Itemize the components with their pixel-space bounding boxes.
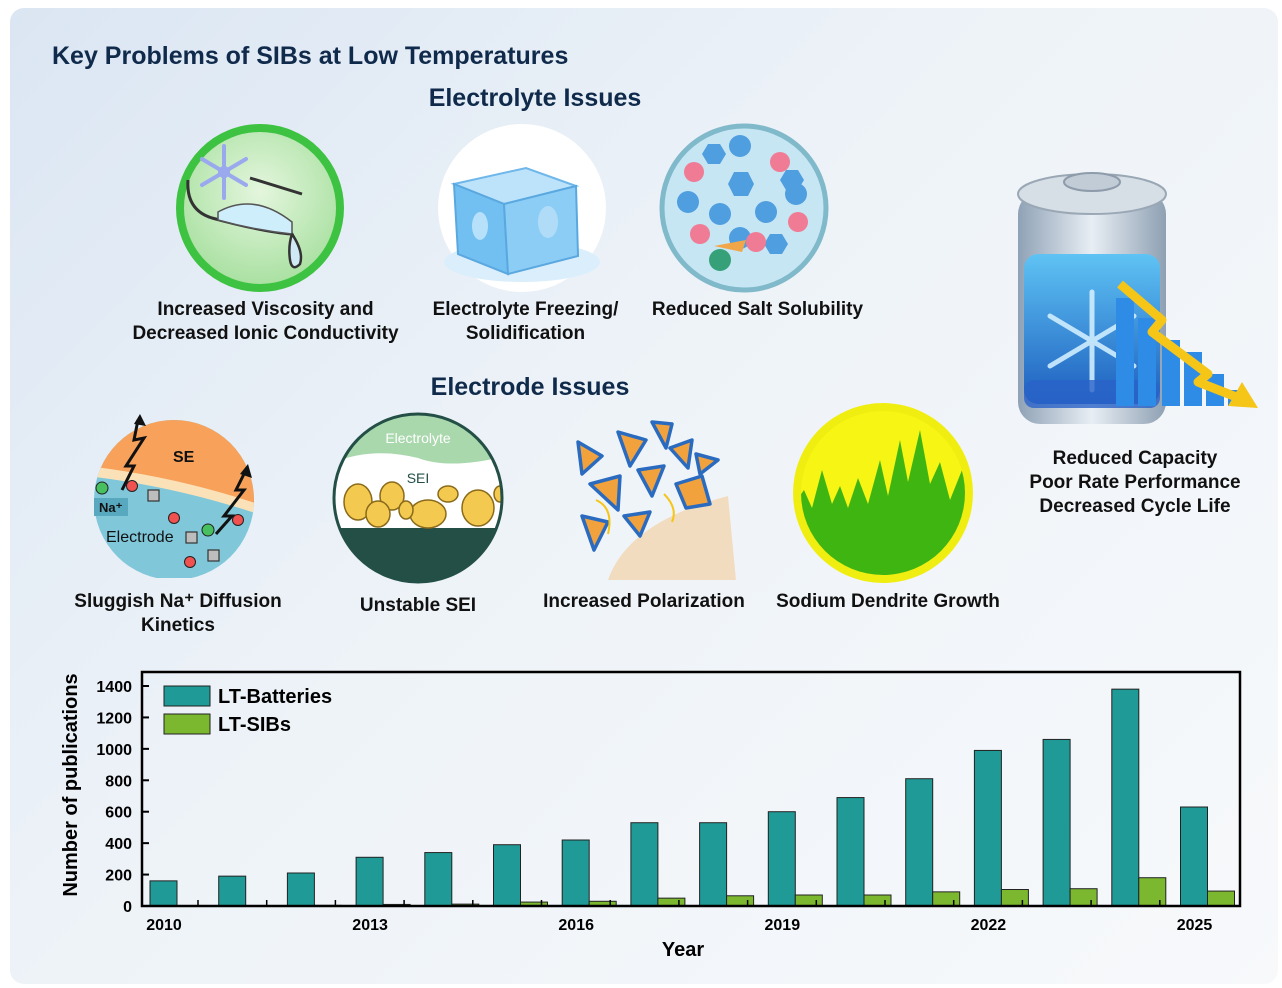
publications-bar-chart: 0 200 400 600 800 1000 1200 1400 2010 2013 2016 201… xyxy=(60,670,1242,961)
consequence-capacity: Reduced Capacity xyxy=(1052,448,1218,469)
bar-lt-batteries-2021 xyxy=(905,778,934,907)
solubility-label: Reduced Salt Solubility xyxy=(640,298,875,322)
y-tick-label-1400: 1400 xyxy=(96,679,132,696)
x-tick-label-2010: 2010 xyxy=(146,917,182,934)
bar-lt-batteries-2019 xyxy=(767,811,796,907)
freezing-label-line2: Solidification xyxy=(465,323,586,344)
y-tick-label-800: 800 xyxy=(105,773,132,790)
bar-lt-batteries-2018 xyxy=(699,822,728,907)
x-tick-label-2022: 2022 xyxy=(971,917,1007,934)
x-axis-label: Year xyxy=(662,939,704,961)
y-tick-label-0: 0 xyxy=(123,899,132,916)
bar-lt-batteries-2025 xyxy=(1180,806,1208,907)
viscosity-icon xyxy=(176,124,344,292)
figure-title: Key Problems of SIBs at Low Temperatures xyxy=(52,42,569,70)
bar-lt-sibs-2020 xyxy=(863,894,892,907)
bar-lt-sibs-2023 xyxy=(1069,888,1098,907)
bar-lt-batteries-2014 xyxy=(424,852,453,907)
electrolyte-layer-label: Electrolyte xyxy=(385,430,451,446)
sei-layer-label: SEI xyxy=(406,470,430,486)
bar-lt-batteries-2015 xyxy=(493,844,521,907)
x-tick-label-2013: 2013 xyxy=(352,917,388,934)
y-tick-label-200: 200 xyxy=(105,868,132,885)
diffusion-label: Sluggish Na⁺ Diffusion Kinetics xyxy=(60,590,296,638)
dendrite-label-line1: Sodium Dendrite Growth xyxy=(776,591,1000,612)
viscosity-label-line1: Increased Viscosity and xyxy=(157,299,374,320)
legend-swatch-lt-batteries xyxy=(163,685,211,707)
solubility-label-line1: Reduced Salt Solubility xyxy=(651,299,864,320)
polarization-label-line1: Increased Polarization xyxy=(543,591,745,612)
y-tick-label-1200: 1200 xyxy=(96,710,132,727)
ice-cube-icon xyxy=(438,124,606,292)
electrode-region-label: Electrode xyxy=(106,529,174,546)
bar-lt-batteries-2010 xyxy=(149,880,178,907)
freezing-label: Electrolyte Freezing/ Solidification xyxy=(418,298,633,346)
electrolyte-heading: Electrolyte Issues xyxy=(428,84,642,112)
legend-label-lt-sibs: LT-SIBs xyxy=(218,714,291,736)
freezing-label-line1: Electrolyte Freezing/ xyxy=(432,299,619,320)
legend-label-lt-batteries: LT-Batteries xyxy=(218,686,332,708)
plot-frame xyxy=(140,670,1242,908)
bar-lt-batteries-2020 xyxy=(836,797,865,907)
frozen-battery-icon xyxy=(1017,172,1258,424)
bar-lt-batteries-2017 xyxy=(630,822,659,907)
bar-lt-sibs-2019 xyxy=(794,894,823,907)
x-tick-label-2025: 2025 xyxy=(1177,917,1213,934)
x-tick-label-2016: 2016 xyxy=(558,917,594,934)
bar-lt-sibs-2021 xyxy=(932,891,961,907)
polarization-particles-icon xyxy=(576,420,736,580)
consequence-rate: Poor Rate Performance xyxy=(1029,472,1241,493)
bar-lt-batteries-2016 xyxy=(561,839,590,907)
diffusion-label-line1: Sluggish Na⁺ Diffusion xyxy=(74,591,282,612)
se-label: SE xyxy=(173,449,195,466)
y-tick-label-600: 600 xyxy=(105,805,132,822)
x-tick-label-2019: 2019 xyxy=(765,917,801,934)
bar-lt-batteries-2024 xyxy=(1111,688,1140,907)
viscosity-label-line2: Decreased Ionic Conductivity xyxy=(132,323,399,344)
bar-lt-batteries-2011 xyxy=(218,875,247,907)
consequences-label: Reduced Capacity Poor Rate Performance D… xyxy=(1010,447,1260,519)
diffusion-label-line2: Kinetics xyxy=(141,615,215,636)
salt-crystals-icon xyxy=(659,123,829,293)
legend-swatch-lt-sibs xyxy=(163,713,211,735)
bar-lt-batteries-2013 xyxy=(355,856,384,907)
y-tick-label-1000: 1000 xyxy=(96,742,132,759)
polarization-label: Increased Polarization xyxy=(530,590,758,614)
bar-lt-sibs-2025 xyxy=(1207,890,1235,907)
sei-label-line1: Unstable SEI xyxy=(359,595,477,616)
sei-label: Unstable SEI xyxy=(338,594,498,618)
bar-lt-sibs-2024 xyxy=(1138,877,1167,907)
viscosity-label: Increased Viscosity and Decreased Ionic … xyxy=(118,298,413,346)
consequence-cycle-life: Decreased Cycle Life xyxy=(1039,496,1231,517)
y-tick-label-400: 400 xyxy=(105,836,132,853)
na-ion-label: Na⁺ xyxy=(99,500,123,515)
bar-lt-sibs-2018 xyxy=(726,895,755,907)
bar-lt-batteries-2022 xyxy=(973,749,1002,907)
na-diffusion-icon xyxy=(94,414,254,578)
dendrite-growth-icon xyxy=(793,403,973,583)
electrode-heading: Electrode Issues xyxy=(430,373,630,401)
bar-lt-batteries-2023 xyxy=(1042,738,1071,907)
bar-lt-sibs-2022 xyxy=(1000,889,1029,907)
dendrite-label: Sodium Dendrite Growth xyxy=(762,590,1014,614)
y-axis-label: Number of publications xyxy=(60,673,82,896)
sei-layer-icon xyxy=(332,412,504,584)
bar-lt-batteries-2012 xyxy=(286,872,315,907)
